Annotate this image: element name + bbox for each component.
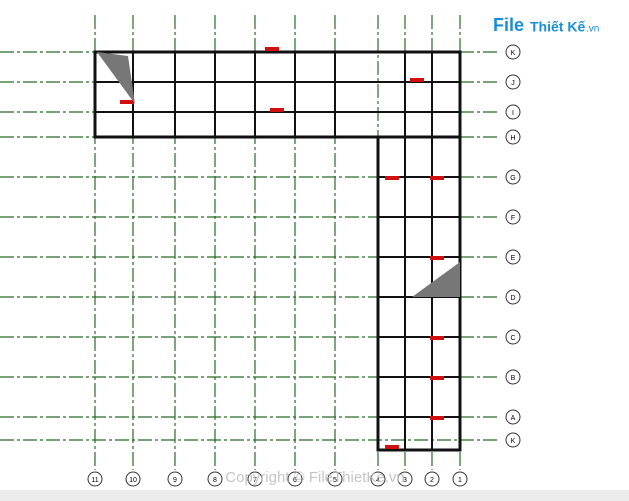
tag [430,376,444,380]
row-label: K [511,50,516,57]
grid-bubble [247,471,263,487]
tag [430,336,444,340]
tag [430,416,444,420]
column-label: 9 [173,477,177,484]
grid-bubble [87,471,103,487]
row-label: K [511,438,516,445]
row-label: C [510,335,515,342]
tag [270,108,284,112]
tag [385,445,399,449]
logo-text: Thiết Kế [530,19,585,35]
logo-suffix: .vn [586,24,599,35]
grid-bubble [505,432,521,448]
grid-bubble [287,471,303,487]
grid-bubble [167,471,183,487]
column-label: 6 [293,477,297,484]
row-label: H [510,135,515,142]
tag [265,47,279,51]
grid-bubble [452,471,468,487]
tag [430,176,444,180]
grid-labels: K J I H G F E D C B A K 11 10 9 8 7 6 5 4 3 2 1 [87,44,521,487]
grid-bubble [505,209,521,225]
column-label: 10 [129,477,137,484]
column-label: 11 [91,477,98,484]
grid-bubble [207,471,223,487]
tag [385,176,399,180]
grid-bubble [505,409,521,425]
grid-bubble [505,369,521,385]
tag [120,100,134,104]
column-label: 5 [333,477,337,484]
grid-bubble [505,74,521,90]
row-label: I [512,110,514,117]
tag [430,256,444,260]
column-label: 4 [376,477,380,484]
row-label: G [510,175,515,182]
toolbar [0,490,629,501]
column-label: 3 [403,477,407,484]
grid-bubble [370,471,386,487]
row-label: J [511,80,515,87]
tag [410,78,424,82]
grid-bubble [505,329,521,345]
section-mark [97,52,135,104]
row-label: E [511,255,516,262]
grid-bubble [505,289,521,305]
wall [93,50,462,139]
logo-brand: File [493,15,524,35]
column-label: 1 [458,477,462,484]
grid-bubble [424,471,440,487]
logo: File Thiết Kế .vn [493,15,599,35]
grid-bubble [505,129,521,145]
row-label: F [511,215,515,222]
row-label: A [511,415,516,422]
grid-bubble [505,104,521,120]
watermark: Copyright © FileThietKe.vn [225,469,404,486]
section-mark [412,262,460,297]
grid-bubble [125,471,141,487]
column-label: 8 [213,477,217,484]
column-label: 7 [253,477,257,484]
grid-bubble [505,249,521,265]
grid-bubble [397,471,413,487]
grid-bubble [327,471,343,487]
grid-bubble [505,169,521,185]
grid-bubble [505,44,521,60]
column-label: 2 [430,477,434,484]
row-label: B [511,375,516,382]
row-label: D [510,295,515,302]
